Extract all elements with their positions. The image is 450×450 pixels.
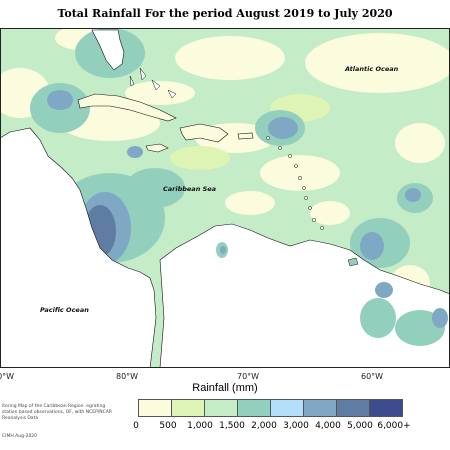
bahamas-islands: [129, 67, 177, 99]
trinidad-land: [347, 257, 359, 267]
legend-title: Rainfall (mm): [192, 382, 258, 394]
jamaica-land: [145, 143, 169, 153]
legend-swatch-4: [238, 400, 271, 416]
florida-land: [91, 29, 125, 71]
legend-tick: 500: [159, 421, 177, 431]
legend-tick: 4,000: [315, 421, 341, 431]
legend-color-bar: [138, 399, 403, 417]
puerto-rico-land: [237, 132, 254, 140]
legend-swatch-6: [304, 400, 337, 416]
lesser-antilles-islands: [266, 136, 324, 230]
map-credit: CIMH Aug-2020: [2, 434, 38, 439]
legend-tick: 2,000: [251, 421, 277, 431]
legend-ticks: 0 500 1,000 1,500 2,000 3,000 4,000 5,00…: [0, 421, 450, 435]
rainfall-map: Atlantic Ocean Caribbean Sea Pacific Oce…: [0, 28, 450, 368]
longitude-label-80w: 80°W: [116, 372, 139, 381]
legend-swatch-7: [337, 400, 370, 416]
pacific-ocean-label: Pacific Ocean: [40, 306, 89, 314]
legend-tick: 3,000: [283, 421, 309, 431]
legend-tick: 5,000: [347, 421, 373, 431]
legend-swatch-3: [205, 400, 238, 416]
map-title: Total Rainfall For the period August 201…: [57, 7, 393, 20]
legend-tick: 1,000: [187, 421, 213, 431]
central-america-land: [0, 127, 157, 368]
hispaniola-land: [179, 123, 229, 143]
legend-swatch-2: [172, 400, 205, 416]
legend-swatch-1: [139, 400, 172, 416]
legend-tick: 1,500: [219, 421, 245, 431]
atlantic-ocean-label: Atlantic Ocean: [344, 65, 399, 73]
legend-swatch-5: [271, 400, 304, 416]
map-description: itoring Map of the Caribbean Region. egr…: [2, 404, 113, 421]
rainfall-zones-coastal-heavy: [220, 246, 448, 328]
longitude-label-70w: 70°W: [237, 372, 260, 381]
legend-tick: 6,000+: [377, 421, 411, 431]
cuba-land: [77, 93, 177, 122]
longitude-label-60w: 60°W: [361, 372, 384, 381]
caribbean-sea-label: Caribbean Sea: [163, 185, 216, 193]
legend-tick: 0: [133, 421, 139, 431]
legend-swatch-8: [370, 400, 402, 416]
longitude-label-90w: 90°W: [0, 372, 15, 381]
